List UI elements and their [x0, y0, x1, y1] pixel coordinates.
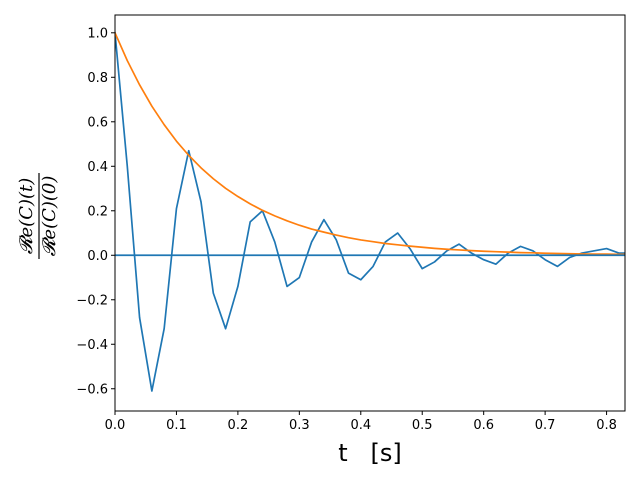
y-tick-label: 0.6 [87, 115, 108, 130]
x-tick-label: 0.3 [289, 418, 310, 433]
y-tick-label: −0.4 [76, 338, 108, 353]
y-tick-label: 0.4 [87, 160, 108, 175]
x-tick-label: 0.7 [535, 418, 556, 433]
y-ticks: −0.6 −0.4 −0.2 0.0 0.2 0.4 0.6 0.8 1.0 [76, 26, 115, 397]
y-axis-label-numerator: 𝓡e(C)(t) [16, 178, 37, 255]
series-line-1 [115, 31, 625, 392]
y-tick-label: 0.2 [87, 204, 108, 219]
y-tick-label: −0.2 [76, 293, 108, 308]
x-tick-label: 0.1 [166, 418, 187, 433]
x-ticks: 0.0 0.1 0.2 0.3 0.4 0.5 0.6 0.7 0.8 [105, 411, 617, 433]
x-tick-label: 0.0 [105, 418, 126, 433]
series-line-2 [115, 31, 625, 256]
y-tick-label: 1.0 [87, 26, 108, 41]
x-tick-label: 0.4 [350, 418, 371, 433]
y-axis-label: 𝓡e(C)(t) 𝓡e(C)(0) [16, 173, 60, 259]
axes-frame [114, 14, 626, 412]
y-tick-label: 0.0 [87, 249, 108, 264]
series-layer [115, 31, 625, 392]
x-axis-label: t [s] [338, 439, 402, 467]
x-tick-label: 0.2 [228, 418, 249, 433]
x-tick-label: 0.5 [412, 418, 433, 433]
y-axis-label-denominator: 𝓡e(C)(0) [39, 176, 60, 257]
plot-area: 0.0 0.1 0.2 0.3 0.4 0.5 0.6 0.7 0.8 −0.6 −0.4 −0.2… [76, 14, 626, 433]
y-tick-label: 0.8 [87, 71, 108, 86]
x-tick-label: 0.8 [596, 418, 617, 433]
y-tick-label: −0.6 [76, 382, 108, 397]
x-tick-label: 0.6 [473, 418, 494, 433]
